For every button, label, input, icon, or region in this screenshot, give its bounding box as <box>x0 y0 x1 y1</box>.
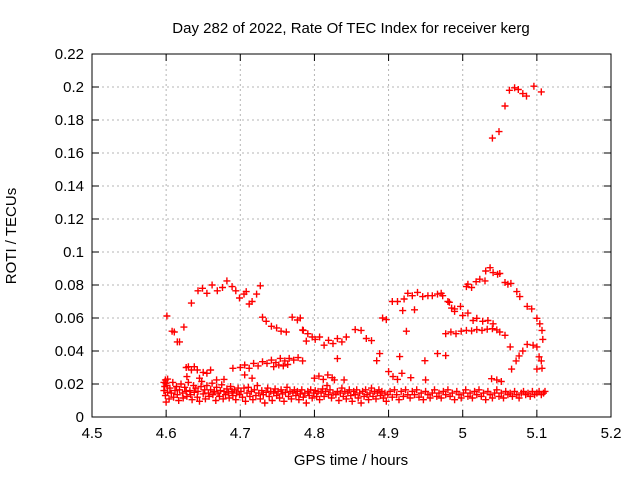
y-tick-label: 0.2 <box>63 79 84 96</box>
tick-labels: 4.5 4.6 4.7 4.8 4.9 5 5.1 5.2 0 0.02 0.04 0.06 0.08 0… <box>55 46 622 442</box>
grid-lines <box>92 54 611 417</box>
x-tick-label: 4.6 <box>156 425 177 442</box>
x-tick-label: 4.5 <box>82 425 103 442</box>
x-tick-label: 5.1 <box>526 425 547 442</box>
axes <box>91 53 612 418</box>
y-tick-label: 0.22 <box>55 46 84 63</box>
chart-title: Day 282 of 2022, Rate Of TEC Index for r… <box>172 20 529 37</box>
y-tick-label: 0.14 <box>55 178 84 195</box>
y-tick-label: 0 <box>76 409 84 426</box>
x-tick-label: 4.8 <box>304 425 325 442</box>
y-tick-label: 0.06 <box>55 310 84 327</box>
y-tick-label: 0.12 <box>55 211 84 228</box>
x-axis-label: GPS time / hours <box>294 452 408 469</box>
y-tick-label: 0.02 <box>55 376 84 393</box>
scatter-series-ROTI <box>160 82 549 407</box>
plot-border <box>91 53 612 418</box>
y-tick-label: 0.18 <box>55 112 84 129</box>
y-axis-label: ROTI / TECUs <box>3 188 20 284</box>
x-tick-label: 4.7 <box>230 425 251 442</box>
y-tick-label: 0.08 <box>55 277 84 294</box>
y-tick-label: 0.04 <box>55 343 84 360</box>
y-tick-label: 0.16 <box>55 145 84 162</box>
y-tick-label: 0.1 <box>63 244 84 261</box>
x-tick-label: 4.9 <box>378 425 399 442</box>
data-points <box>160 82 549 407</box>
x-tick-label: 5.2 <box>601 425 622 442</box>
x-tick-label: 5 <box>459 425 467 442</box>
